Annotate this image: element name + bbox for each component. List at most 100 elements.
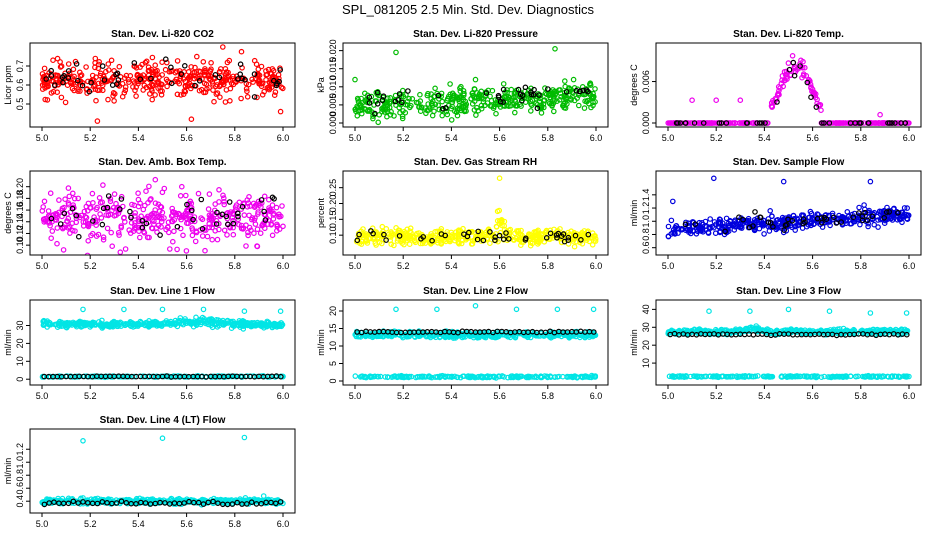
data-point [190, 216, 196, 223]
data-point [436, 374, 443, 381]
x-tick-label: 6.0 [903, 261, 916, 271]
data-point [131, 225, 138, 232]
data-point [208, 59, 214, 66]
data-point [44, 318, 51, 324]
data-point [118, 224, 125, 231]
data-point [736, 214, 742, 221]
data-point [188, 82, 195, 89]
data-point [359, 231, 365, 237]
data-point [214, 90, 221, 96]
data-point [143, 84, 150, 91]
data-point [859, 327, 865, 334]
data-point [198, 196, 205, 203]
data-point [42, 85, 49, 91]
data-point [572, 232, 579, 239]
series-outliers [706, 306, 910, 316]
y-tick-label: 5 [328, 361, 338, 366]
data-point [277, 67, 284, 73]
outlier-point [513, 306, 520, 313]
data-point [906, 373, 912, 380]
data-point [267, 208, 273, 215]
data-point [122, 84, 129, 90]
data-point [115, 229, 122, 236]
x-tick-label: 5.0 [36, 391, 49, 401]
x-tick-label: 6.0 [903, 133, 916, 143]
data-point [886, 209, 893, 215]
data-point [566, 334, 573, 340]
data-point [47, 321, 54, 328]
data-point [462, 104, 469, 110]
data-point [571, 243, 578, 250]
data-point [245, 229, 251, 236]
y-tick-label: 40 [641, 304, 651, 314]
data-point [487, 93, 493, 100]
data-point [715, 220, 722, 227]
data-point [889, 120, 895, 126]
data-point [471, 98, 478, 105]
series-outliers [94, 44, 284, 124]
chart-ambbox: Stan. Dev. Amb. Box Temp.degrees C5.0 5.2… [3, 157, 296, 271]
data-point [827, 222, 833, 229]
data-point [492, 237, 498, 244]
data-point [396, 233, 403, 239]
data-point [723, 120, 730, 126]
data-point [237, 322, 244, 329]
data-point [140, 206, 147, 213]
data-point [200, 58, 207, 65]
data-point [424, 92, 431, 99]
data-point [558, 94, 564, 100]
x-tick-label: 6.0 [590, 261, 603, 271]
y-axis-label: ml/min [3, 329, 13, 356]
data-point [755, 221, 762, 228]
data-points [353, 175, 599, 250]
series-black [41, 373, 284, 380]
data-point [491, 103, 497, 110]
data-point [752, 209, 758, 215]
data-point [246, 194, 252, 200]
data-point [496, 373, 503, 380]
data-point [505, 236, 512, 242]
data-point [566, 231, 573, 238]
data-point [75, 195, 82, 202]
x-axis: 5.0 5.2 5.4 5.6 5.8 6.0 [349, 127, 602, 143]
data-point [139, 218, 146, 224]
outlier-point [780, 178, 787, 185]
data-point [667, 120, 674, 126]
data-point [556, 87, 562, 93]
data-point [85, 238, 92, 244]
data-point [85, 200, 92, 207]
data-point [763, 373, 770, 380]
data-point [790, 59, 797, 66]
data-point [750, 223, 756, 229]
data-point [839, 120, 846, 126]
y-tick-label: 30 [641, 322, 651, 332]
data-point [62, 99, 69, 106]
data-point [475, 228, 482, 235]
outlier-point [472, 302, 479, 309]
data-point [408, 235, 414, 242]
data-point [143, 188, 149, 195]
data-point [588, 95, 595, 102]
x-tick-label: 5.8 [229, 133, 242, 143]
data-point [119, 93, 126, 100]
data-point [100, 237, 107, 243]
data-point [356, 231, 362, 238]
data-point [70, 202, 77, 208]
data-point [749, 325, 755, 331]
x-tick-label: 6.0 [903, 391, 916, 401]
data-point [227, 98, 233, 104]
data-point [897, 216, 904, 223]
data-point [722, 228, 728, 235]
x-tick-label: 5.6 [806, 391, 819, 401]
y-tick-label: 0.020 [328, 39, 338, 62]
data-point [695, 120, 701, 126]
data-point [585, 228, 591, 235]
data-point [833, 220, 840, 226]
data-point [128, 214, 134, 221]
data-point [94, 204, 100, 211]
data-point [43, 76, 50, 82]
data-point [755, 328, 761, 335]
data-point [189, 319, 196, 326]
y-tick-label: 10 [641, 358, 651, 368]
data-point [202, 66, 208, 72]
